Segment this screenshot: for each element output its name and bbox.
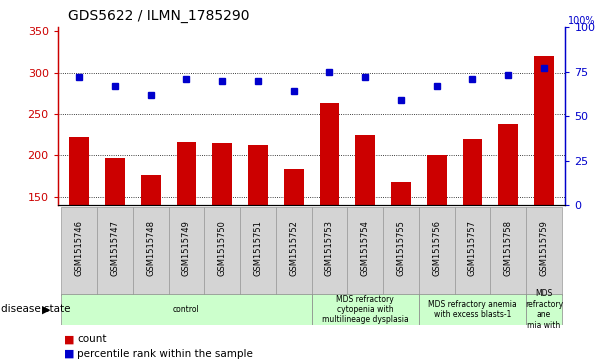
Bar: [427, 155, 446, 321]
Text: GSM1515754: GSM1515754: [361, 220, 370, 276]
Text: GSM1515747: GSM1515747: [111, 220, 119, 276]
Bar: [212, 143, 232, 321]
Bar: [204, 207, 240, 296]
Text: GSM1515748: GSM1515748: [146, 220, 155, 276]
Bar: [133, 207, 168, 296]
Text: GDS5622 / ILMN_1785290: GDS5622 / ILMN_1785290: [68, 9, 249, 24]
Text: GSM1515757: GSM1515757: [468, 220, 477, 276]
Bar: [463, 139, 482, 321]
Bar: [311, 207, 347, 296]
Text: ■: ■: [64, 334, 74, 344]
Text: count: count: [77, 334, 107, 344]
Bar: [383, 207, 419, 296]
Bar: [455, 207, 491, 296]
Text: GSM1515746: GSM1515746: [75, 220, 84, 276]
Bar: [320, 103, 339, 321]
Bar: [311, 294, 419, 325]
Text: ■: ■: [64, 349, 74, 359]
Bar: [168, 207, 204, 296]
Bar: [69, 137, 89, 321]
Bar: [419, 294, 526, 325]
Text: GSM1515756: GSM1515756: [432, 220, 441, 276]
Text: GSM1515753: GSM1515753: [325, 220, 334, 276]
Bar: [240, 207, 276, 296]
Bar: [356, 135, 375, 321]
Bar: [499, 124, 518, 321]
Bar: [526, 294, 562, 325]
Bar: [97, 207, 133, 296]
Text: GSM1515759: GSM1515759: [539, 220, 548, 276]
Text: GSM1515758: GSM1515758: [504, 220, 513, 276]
Bar: [284, 169, 303, 321]
Text: GSM1515751: GSM1515751: [254, 220, 263, 276]
Bar: [534, 56, 554, 321]
Text: percentile rank within the sample: percentile rank within the sample: [77, 349, 253, 359]
Bar: [526, 207, 562, 296]
Bar: [276, 207, 311, 296]
Text: GSM1515755: GSM1515755: [396, 220, 406, 276]
Text: ▶: ▶: [42, 305, 50, 314]
Text: MDS refractory anemia
with excess blasts-1: MDS refractory anemia with excess blasts…: [428, 300, 517, 319]
Text: GSM1515750: GSM1515750: [218, 220, 227, 276]
Text: GSM1515749: GSM1515749: [182, 220, 191, 276]
Bar: [105, 158, 125, 321]
Text: control: control: [173, 305, 200, 314]
Bar: [347, 207, 383, 296]
Text: GSM1515752: GSM1515752: [289, 220, 298, 276]
Bar: [61, 294, 311, 325]
Bar: [177, 142, 196, 321]
Bar: [141, 175, 161, 321]
Bar: [248, 145, 268, 321]
Bar: [391, 182, 411, 321]
Text: disease state: disease state: [1, 305, 70, 314]
Bar: [419, 207, 455, 296]
Bar: [61, 207, 97, 296]
Text: MDS refractory
cytopenia with
multilineage dysplasia: MDS refractory cytopenia with multilinea…: [322, 294, 409, 325]
Bar: [491, 207, 526, 296]
Text: MDS
refractory
ane
mia with: MDS refractory ane mia with: [525, 289, 563, 330]
Text: 100%: 100%: [568, 16, 596, 26]
